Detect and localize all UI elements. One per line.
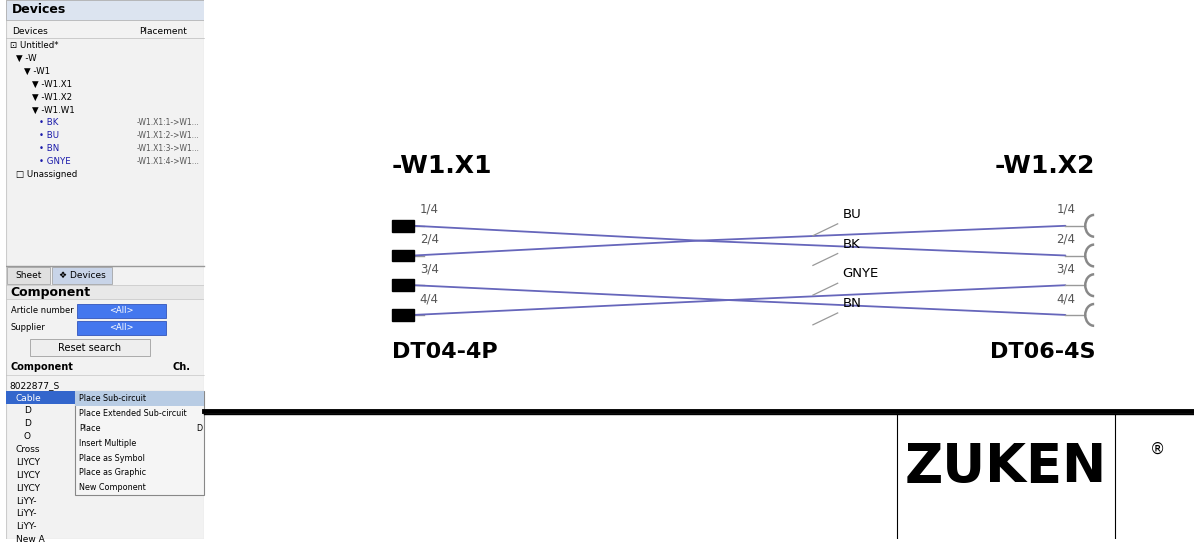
Text: LiYY-: LiYY-: [16, 510, 36, 518]
Text: Sheet: Sheet: [16, 271, 42, 280]
Text: 3/4: 3/4: [420, 262, 439, 275]
Text: ❖ Devices: ❖ Devices: [59, 271, 106, 280]
Text: <All>: <All>: [109, 306, 134, 316]
Text: LIYCY: LIYCY: [16, 471, 40, 480]
Text: ▼ -W1.X2: ▼ -W1.X2: [31, 92, 72, 102]
Text: Reset search: Reset search: [59, 343, 121, 353]
Bar: [392, 250, 414, 262]
Text: Component: Component: [11, 362, 73, 373]
Text: Place Sub-circuit: Place Sub-circuit: [79, 394, 146, 403]
Text: ▼ -W1: ▼ -W1: [24, 67, 49, 76]
Text: Place Extended Sub-circuit: Place Extended Sub-circuit: [79, 409, 187, 418]
Text: ⊡ Untitled*: ⊡ Untitled*: [10, 41, 59, 50]
Text: ▼ -W1.W1: ▼ -W1.W1: [31, 106, 74, 114]
Text: Devices: Devices: [12, 27, 48, 36]
Bar: [77, 321, 167, 335]
Text: -W1.X2: -W1.X2: [995, 154, 1096, 178]
Text: • BN: • BN: [40, 144, 60, 153]
Text: O: O: [24, 432, 31, 441]
Text: D: D: [24, 419, 30, 428]
Text: Place: Place: [79, 424, 101, 433]
Bar: [6, 0, 204, 20]
Bar: [392, 220, 414, 232]
Text: LiYY-: LiYY-: [16, 522, 36, 531]
Text: 4/4: 4/4: [420, 292, 439, 305]
Text: □ Unassigned: □ Unassigned: [16, 170, 77, 179]
Text: 1/4: 1/4: [420, 203, 439, 216]
Bar: [76, 391, 204, 495]
Text: D: D: [196, 424, 202, 433]
Text: BU: BU: [842, 208, 862, 221]
Text: BN: BN: [842, 297, 862, 310]
Text: Component: Component: [11, 286, 91, 299]
Text: ▼ -W1.X1: ▼ -W1.X1: [31, 79, 72, 89]
Text: Devices: Devices: [12, 3, 66, 16]
Text: -W1.X1:2->W1...: -W1.X1:2->W1...: [137, 131, 199, 140]
Text: 8022877_S: 8022877_S: [10, 381, 60, 390]
Text: • BK: • BK: [40, 118, 59, 127]
Bar: [53, 268, 112, 284]
Text: LIYCY: LIYCY: [16, 458, 40, 467]
Text: • GNYE: • GNYE: [40, 157, 71, 166]
Text: Cable: Cable: [16, 394, 42, 403]
Bar: [77, 304, 167, 318]
Bar: [392, 279, 414, 291]
FancyBboxPatch shape: [30, 339, 150, 356]
Text: • BU: • BU: [40, 131, 60, 140]
Text: -W1.X1:1->W1...: -W1.X1:1->W1...: [137, 118, 199, 127]
Text: GNYE: GNYE: [842, 267, 878, 280]
Text: DT06-4S: DT06-4S: [990, 342, 1096, 362]
Text: <All>: <All>: [109, 323, 134, 332]
Bar: [204, 414, 1194, 539]
Text: ®: ®: [1150, 442, 1165, 457]
Text: BK: BK: [842, 238, 860, 251]
Text: Insert Multiple: Insert Multiple: [79, 438, 137, 448]
Text: -W1.X1: -W1.X1: [392, 154, 492, 178]
Text: Placement: Placement: [139, 27, 187, 36]
Text: Place as Graphic: Place as Graphic: [79, 468, 146, 478]
Text: Cross: Cross: [16, 445, 41, 454]
Bar: [6, 391, 204, 404]
Text: 2/4: 2/4: [420, 233, 439, 245]
Text: Article number: Article number: [11, 306, 73, 316]
Text: 4/4: 4/4: [1056, 292, 1075, 305]
Text: Place as Symbol: Place as Symbol: [79, 454, 145, 462]
Text: New A: New A: [16, 535, 44, 544]
Text: ▼ -W: ▼ -W: [16, 54, 36, 63]
Bar: [76, 391, 204, 406]
Text: Supplier: Supplier: [11, 323, 46, 332]
Text: 2/4: 2/4: [1056, 233, 1075, 245]
Text: 1/4: 1/4: [1056, 203, 1075, 216]
Bar: [6, 0, 204, 539]
Bar: [392, 309, 414, 321]
Text: Ch.: Ch.: [172, 362, 190, 373]
Text: LiYY-: LiYY-: [16, 497, 36, 505]
Text: -W1.X1:4->W1...: -W1.X1:4->W1...: [137, 157, 199, 166]
Bar: [204, 0, 1194, 539]
Text: New Component: New Component: [79, 483, 146, 492]
Text: DT04-4P: DT04-4P: [392, 342, 498, 362]
Bar: [6, 285, 204, 299]
Text: ZUKEN: ZUKEN: [905, 441, 1108, 493]
Text: D: D: [24, 406, 30, 416]
Text: -W1.X1:3->W1...: -W1.X1:3->W1...: [137, 144, 199, 153]
Bar: [7, 268, 50, 284]
Text: 3/4: 3/4: [1056, 262, 1075, 275]
Text: LIYCY: LIYCY: [16, 484, 40, 493]
